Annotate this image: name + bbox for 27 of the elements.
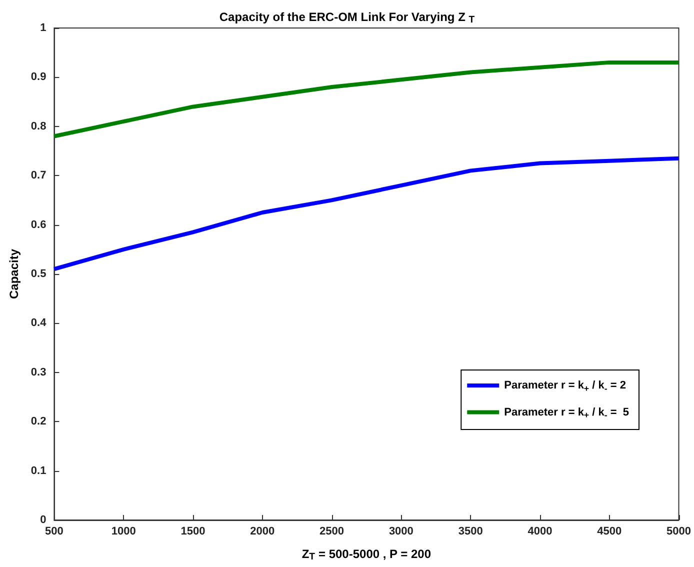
legend-label: Parameter r = k+ / k- = 5 xyxy=(504,406,630,420)
y-tick-label: 0.3 xyxy=(30,366,46,378)
y-tick-label: 0.4 xyxy=(30,317,48,330)
y-tick-label: 1 xyxy=(40,22,46,34)
line-series xyxy=(52,60,681,138)
chart-title: Capacity of the ERC-OM Link For Varying Z T xyxy=(219,10,475,26)
x-tick-label: 3000 xyxy=(388,526,414,538)
x-tick-label: 1500 xyxy=(180,526,206,538)
x-tick-label: 500 xyxy=(45,526,64,538)
x-tick-label: 3500 xyxy=(458,526,483,538)
x-tick-label: 4500 xyxy=(597,526,622,538)
y-tick-label: 0 xyxy=(40,514,46,526)
x-tick-label: 5000 xyxy=(666,526,692,538)
y-tick-label: 0.9 xyxy=(30,71,46,84)
y-tick-label: 0.7 xyxy=(30,170,46,182)
x-tick-label: 2000 xyxy=(250,526,275,538)
y-tick-label: 0.8 xyxy=(30,120,46,132)
legend-label: Parameter r = k+ / k- = 2 xyxy=(504,380,626,394)
y-tick-label: 0.6 xyxy=(30,218,46,231)
x-tick-label: 1000 xyxy=(111,526,136,538)
y-tick-label: 0.2 xyxy=(30,416,46,428)
y-tick-label: 0.1 xyxy=(30,464,46,477)
y-tick-label: 0.5 xyxy=(30,268,46,280)
x-tick-label: 2500 xyxy=(320,526,344,538)
x-tick-label: 4000 xyxy=(528,526,552,538)
y-axis-title: Capacity xyxy=(7,248,21,300)
line-series xyxy=(52,156,681,272)
